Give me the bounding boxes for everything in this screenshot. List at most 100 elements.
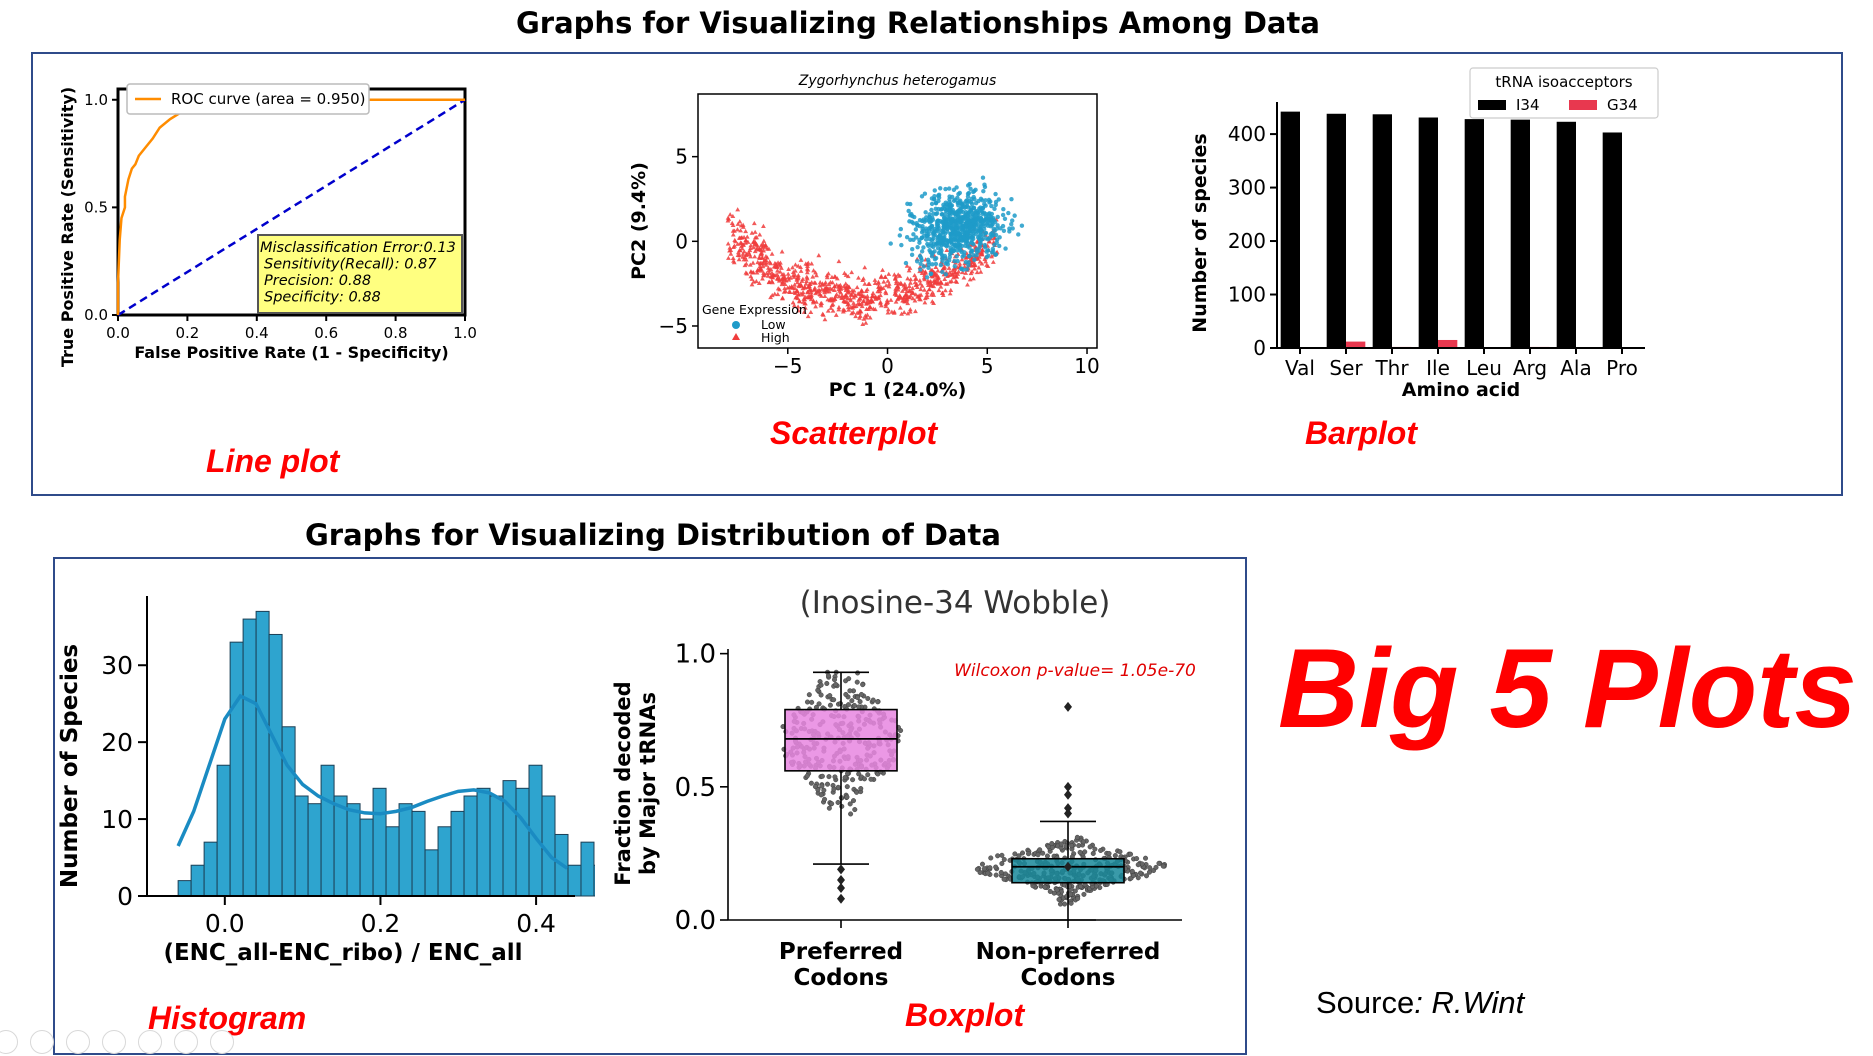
scatter-point-low <box>938 262 944 268</box>
box-swarm-point <box>1069 843 1075 849</box>
scatter-point-low <box>948 220 954 226</box>
scatter-point-low <box>913 227 919 232</box>
scatter-point-low <box>977 233 982 239</box>
scatter-point-high <box>760 276 765 281</box>
scatter-y-axis-label: PC2 (9.4%) <box>628 162 650 280</box>
box-swarm-point <box>831 697 837 703</box>
scatter-point-low <box>974 228 979 233</box>
box-swarm-point <box>827 693 833 699</box>
scatter-point-high <box>751 245 757 250</box>
scatter-point-high <box>974 269 980 275</box>
scatter-point-low <box>965 241 971 246</box>
scatter-point-low <box>932 188 937 193</box>
scatter-point-high <box>943 288 948 293</box>
scatter-point-low <box>971 189 976 195</box>
box-swarm-point <box>1037 847 1043 853</box>
scatter-point-high <box>906 283 912 288</box>
hist-bar <box>229 641 244 897</box>
subtitles-icon[interactable] <box>174 1030 198 1054</box>
scatter-point-high <box>828 305 834 310</box>
box-swarm-point <box>1035 852 1041 858</box>
bar-legend-g34-label: G34 <box>1607 96 1638 114</box>
scatter-point-high <box>862 265 868 270</box>
scatter-point-high <box>860 277 866 283</box>
scatter-point-low <box>921 264 927 269</box>
scatter-point-high <box>727 212 733 217</box>
scatter-point-high <box>952 273 958 278</box>
box-swarm-point <box>1128 851 1134 857</box>
zoom-icon[interactable] <box>138 1030 162 1054</box>
box-swarm-point <box>824 680 830 686</box>
box-swarm-point <box>804 699 810 705</box>
box-swarm-point <box>832 677 838 683</box>
scatter-point-high <box>753 278 759 284</box>
box-swarm-point <box>819 783 825 789</box>
scatter-point-low <box>919 235 925 240</box>
scatter-point-low <box>976 248 981 253</box>
bar-i34-thr <box>1372 114 1392 348</box>
scatter-point-low <box>929 201 935 207</box>
scatter-point-low <box>1019 223 1025 228</box>
bar-legend-i34-label: I34 <box>1516 96 1540 114</box>
box-swarm-point <box>1001 857 1007 863</box>
roc-line-chart: 0.0 0.2 0.4 0.6 0.8 1.0 0.0 0.5 1.0 False Positiv… <box>60 83 477 367</box>
scatter-point-high <box>872 277 878 282</box>
scatter-point-high <box>725 218 731 223</box>
roc-x-axis-label: False Positive Rate (1 - Specificity) <box>134 343 448 362</box>
scatter-point-low <box>973 200 979 206</box>
scatter-x-tick-label: 5 <box>981 354 994 378</box>
scatter-point-high <box>731 258 736 263</box>
box-annotation: Wilcoxon p-value= 1.05e-70 <box>954 661 1196 681</box>
scatter-point-high <box>743 240 748 245</box>
scatter-point-high <box>795 263 801 268</box>
scatter-point-high <box>876 281 881 286</box>
scatter-point-high <box>816 253 822 258</box>
scatter-point-high <box>751 220 757 226</box>
scatter-point-high <box>924 290 930 295</box>
scatter-point-high <box>984 262 990 267</box>
box-swarm-point <box>993 864 999 870</box>
box-swarm-point <box>870 697 876 703</box>
slide-play-icon[interactable] <box>30 1030 54 1054</box>
box-swarm-point <box>821 787 827 793</box>
scatter-point-low <box>983 236 989 241</box>
scatter-point-high <box>963 255 969 260</box>
pen-icon[interactable] <box>66 1030 90 1054</box>
scatter-point-high <box>883 283 889 288</box>
scatter-point-high <box>759 250 765 255</box>
bar-x-tick-label: Val <box>1285 356 1315 380</box>
scatter-point-high <box>968 270 974 276</box>
box-swarm-point <box>819 773 825 779</box>
scatter-point-high <box>795 272 801 278</box>
scatter-point-high <box>746 250 752 255</box>
scatter-point-low <box>925 257 931 262</box>
bar-i34-pro <box>1602 132 1622 348</box>
scatter-point-low <box>928 271 934 276</box>
scatter-point-high <box>948 287 954 292</box>
box-swarm-point <box>985 870 991 876</box>
hist-bar <box>502 780 517 897</box>
bar-x-tick-label: Thr <box>1374 356 1409 380</box>
scatter-point-high <box>843 294 849 300</box>
more-options-icon[interactable] <box>210 1030 234 1054</box>
box-swarm-point <box>843 691 849 697</box>
slides-icon[interactable] <box>102 1030 126 1054</box>
scatter-point-high <box>781 289 787 294</box>
scatter-point-high <box>804 266 810 271</box>
scatter-point-high <box>893 286 899 291</box>
scatter-point-high <box>989 254 995 259</box>
scatter-point-high <box>760 241 766 246</box>
scatter-point-high <box>757 247 763 252</box>
scatter-point-high <box>819 300 825 306</box>
scatter-point-high <box>735 241 741 246</box>
box-swarm-point <box>856 704 862 710</box>
box-swarm-point <box>1160 863 1166 869</box>
roc-metric-text: Misclassification Error:0.13 <box>260 240 456 256</box>
scatter-point-high <box>800 276 806 281</box>
slide-prev-icon[interactable] <box>0 1030 18 1054</box>
scatter-point-high <box>932 279 938 284</box>
scatter-point-low <box>995 223 1000 228</box>
scatter-point-low <box>898 226 904 232</box>
box-swarm-point <box>1049 841 1055 847</box>
scatter-point-high <box>884 300 890 305</box>
